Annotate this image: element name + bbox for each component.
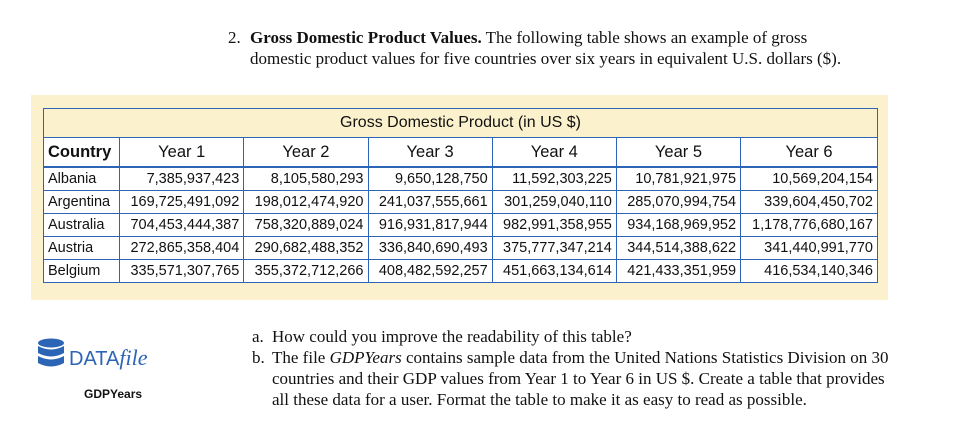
value-cell: 344,514,388,622: [615, 236, 742, 260]
value-cell: 704,453,444,387: [119, 213, 245, 237]
database-icon: [36, 338, 66, 377]
question-letter: a.: [252, 327, 264, 346]
value-cell: 301,259,040,110: [491, 190, 617, 214]
value-cell: 934,168,969,952: [615, 213, 742, 237]
value-cell: 169,725,491,092: [119, 190, 245, 214]
value-cell: 451,663,134,614: [491, 259, 617, 283]
value-cell: 375,777,347,214: [491, 236, 617, 260]
table-row: Argentina 169,725,491,092 198,012,474,92…: [42, 190, 878, 214]
value-cell: 11,592,303,225: [491, 166, 617, 191]
question-a: a. How could you improve the readability…: [252, 326, 892, 347]
value-cell: 10,781,921,975: [615, 166, 742, 191]
value-cell: 421,433,351,959: [615, 259, 742, 283]
table-row: Austria 272,865,358,404 290,682,488,352 …: [42, 236, 878, 260]
header-year-4: Year 4: [491, 137, 617, 168]
datafile-label: DATAfile: [69, 344, 148, 370]
problem-line-1: 2. Gross Domestic Product Values. The fol…: [228, 27, 928, 48]
header-country: Country: [42, 137, 121, 168]
header-year-5: Year 5: [615, 137, 742, 168]
problem-title: Gross Domestic Product Values.: [250, 28, 482, 47]
value-cell: 1,178,776,680,167: [740, 213, 878, 237]
country-cell: Argentina: [42, 190, 121, 214]
value-cell: 355,372,712,266: [243, 259, 369, 283]
value-cell: 916,931,817,944: [367, 213, 493, 237]
value-cell: 416,534,140,346: [740, 259, 878, 283]
value-cell: 285,070,994,754: [615, 190, 742, 214]
header-year-2: Year 2: [243, 137, 369, 168]
country-cell: Belgium: [42, 259, 121, 283]
question-letter: b.: [252, 348, 265, 367]
value-cell: 336,840,690,493: [367, 236, 493, 260]
table-row: Albania 7,385,937,423 8,105,580,293 9,65…: [42, 166, 878, 191]
table-row: Belgium 335,571,307,765 355,372,712,266 …: [42, 259, 878, 283]
value-cell: 408,482,592,257: [367, 259, 493, 283]
country-cell: Australia: [42, 213, 121, 237]
question-text: The file GDPYears contains sample data f…: [272, 348, 889, 409]
value-cell: 8,105,580,293: [243, 166, 369, 191]
header-year-1: Year 1: [119, 137, 245, 168]
problem-intro: The following table shows an example of …: [485, 28, 808, 47]
gdp-table: Gross Domestic Product (in US $) Country…: [42, 108, 878, 283]
value-cell: 339,604,450,702: [740, 190, 878, 214]
header-year-3: Year 3: [367, 137, 493, 168]
value-cell: 198,012,474,920: [243, 190, 369, 214]
header-year-6: Year 6: [740, 137, 878, 168]
country-cell: Austria: [42, 236, 121, 260]
value-cell: 7,385,937,423: [119, 166, 245, 191]
value-cell: 241,037,555,661: [367, 190, 493, 214]
value-cell: 341,440,991,770: [740, 236, 878, 260]
value-cell: 335,571,307,765: [119, 259, 245, 283]
value-cell: 9,650,128,750: [367, 166, 493, 191]
value-cell: 982,991,358,955: [491, 213, 617, 237]
table-header-row: Country Year 1 Year 2 Year 3 Year 4 Year…: [42, 137, 878, 168]
datafile-filename: GDPYears: [84, 387, 143, 401]
problem-line-2: domestic product values for five countri…: [250, 49, 842, 68]
value-cell: 758,320,889,024: [243, 213, 369, 237]
question-text: How could you improve the readability of…: [272, 327, 632, 346]
questions: a. How could you improve the readability…: [252, 326, 892, 410]
file-name-ref: GDPYears: [329, 348, 402, 367]
value-cell: 290,682,488,352: [243, 236, 369, 260]
country-cell: Albania: [42, 166, 121, 191]
datafile-callout: DATAfile GDPYears: [36, 338, 171, 401]
table-caption: Gross Domestic Product (in US $): [43, 108, 878, 138]
problem-statement: 2. Gross Domestic Product Values. The fol…: [228, 27, 928, 69]
question-b: b. The file GDPYears contains sample dat…: [252, 347, 892, 410]
table-row: Australia 704,453,444,387 758,320,889,02…: [42, 213, 878, 237]
value-cell: 272,865,358,404: [119, 236, 245, 260]
problem-number: 2.: [228, 28, 241, 47]
value-cell: 10,569,204,154: [740, 166, 878, 191]
